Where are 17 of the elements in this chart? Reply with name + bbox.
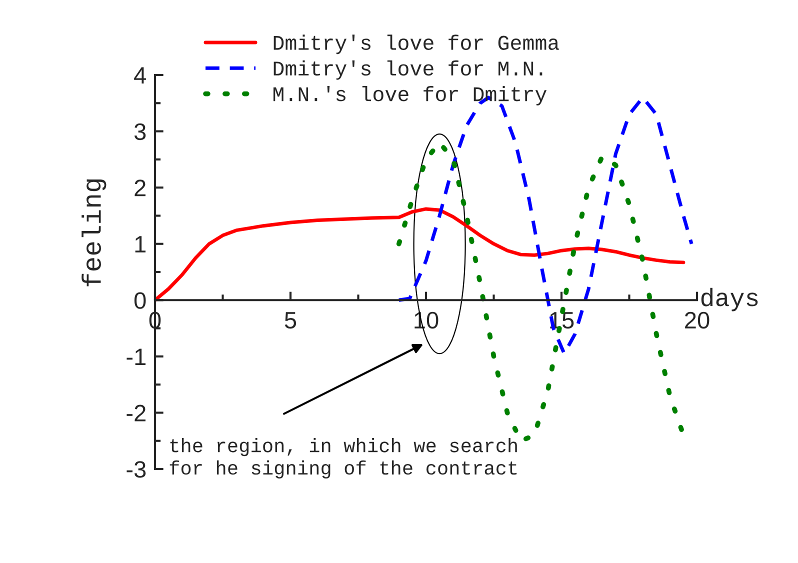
y-tick-label: 2 (134, 180, 146, 196)
y-tick-label: 0 (134, 292, 146, 309)
y-axis-title: feeling (82, 179, 106, 286)
annotation: the region, in which we search for he signing of the contract (170, 438, 517, 479)
y-tick-label: -2 (126, 404, 146, 422)
x-tick-label: 5 (284, 312, 296, 329)
y-tick-label: 4 (134, 67, 146, 84)
y-tick-label: 1 (135, 236, 146, 252)
legend-label: Dmitry's love for M.N. (274, 60, 542, 80)
legend-label: M.N.'s love for Dmitry (274, 86, 547, 106)
x-tick-label: 20 (685, 312, 710, 329)
legend-label: Dmitry's love for Gemma (274, 34, 560, 54)
y-tick-label: 3 (134, 123, 146, 140)
y-tick-label: -3 (126, 461, 146, 478)
x-axis-title: days (701, 288, 758, 312)
line-series (155, 207, 686, 302)
y-tick-label: -1 (126, 348, 146, 365)
